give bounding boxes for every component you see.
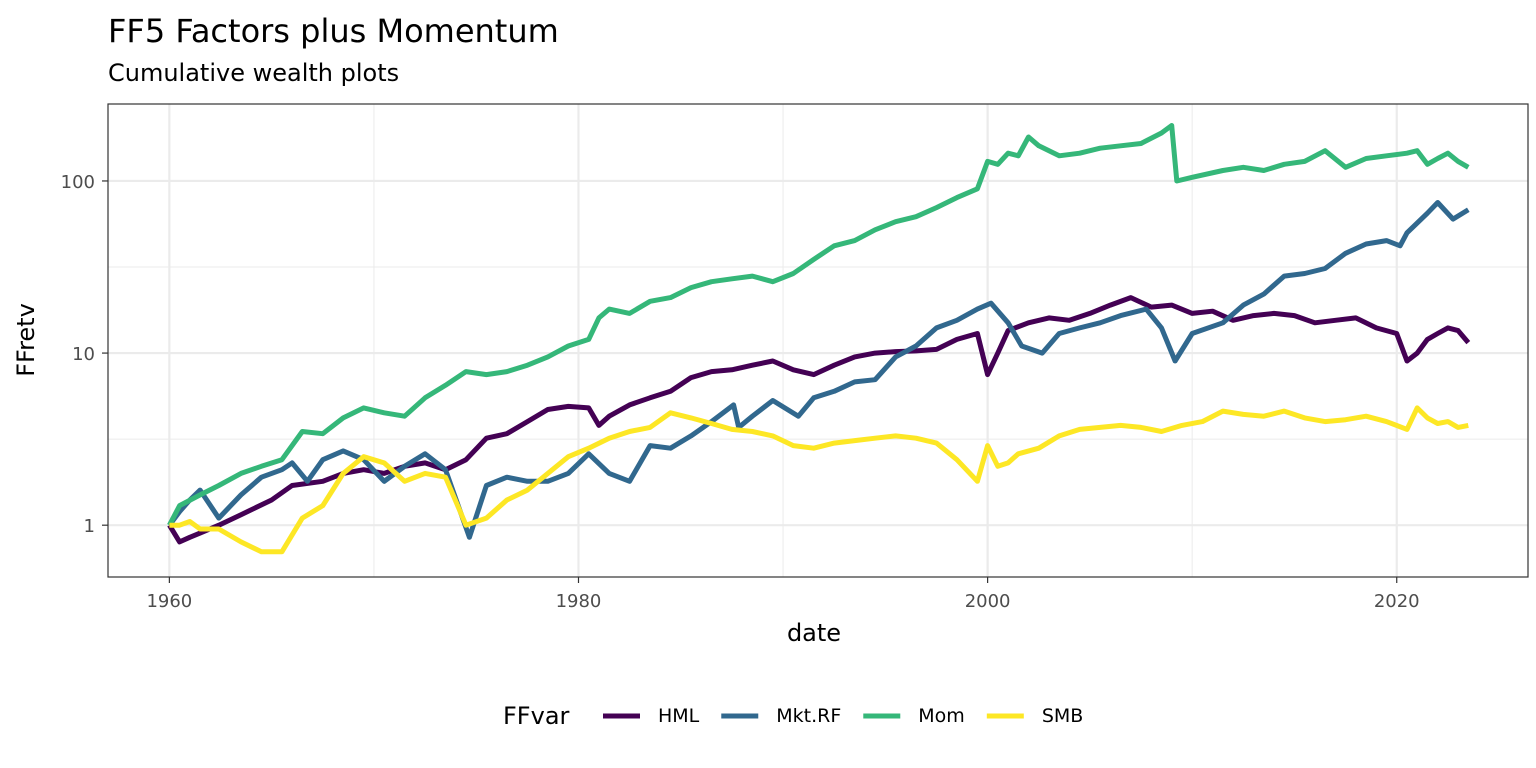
chart-title: FF5 Factors plus Momentum: [108, 12, 559, 50]
legend-items: HML Mkt.RF Mom SMB: [603, 705, 1083, 727]
x-tick-label: 2020: [1374, 591, 1420, 612]
x-tick-label: 2000: [965, 591, 1011, 612]
plot-panel: [108, 104, 1528, 577]
grid-major: [108, 104, 1528, 577]
series-line-smb: [169, 405, 1469, 555]
x-axis: 1960 1980 2000 2020: [146, 577, 1420, 612]
legend-label: SMB: [1042, 705, 1084, 727]
series-line-mkt-rf: [167, 200, 1470, 540]
legend-label: HML: [658, 705, 700, 727]
series-line-mom: [167, 123, 1470, 527]
y-axis-title: FFretv: [12, 303, 40, 377]
grid-minor: [108, 104, 1528, 577]
series-lines: [167, 123, 1471, 555]
x-tick-label: 1980: [556, 591, 602, 612]
plot-border: [107, 103, 1529, 578]
y-tick-label: 100: [61, 172, 95, 193]
legend-title: FFvar: [503, 702, 570, 730]
x-tick-label: 1960: [146, 591, 192, 612]
y-tick-label: 1: [84, 516, 95, 537]
legend: FFvar HML Mkt.RF Mom SMB: [503, 702, 1083, 730]
chart-subtitle: Cumulative wealth plots: [108, 59, 399, 87]
legend-label: Mkt.RF: [776, 705, 841, 727]
legend-label: Mom: [918, 705, 965, 727]
y-tick-label: 10: [72, 344, 95, 365]
y-axis: 1 10 100: [61, 172, 108, 537]
x-axis-title: date: [787, 619, 841, 647]
